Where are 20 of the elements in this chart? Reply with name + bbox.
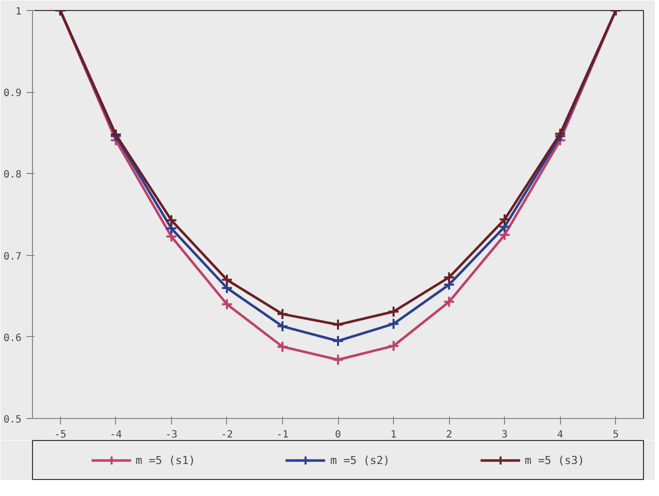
x-tick-label: 4 [557,430,564,440]
x-tick-label: 5 [612,430,619,440]
x-tick-label: -4 [110,430,122,440]
x-tick-label: -1 [276,430,288,440]
x-tick-label: 0 [334,430,342,440]
y-tick-label: 0.6 [3,332,22,344]
legend-label: m =5 (s1) [136,454,196,466]
x-tick-label: 1 [390,430,397,440]
x-tick-label: 2 [446,430,452,440]
y-tick-label: 0.7 [3,251,22,262]
x-tick-label: -3 [165,430,178,440]
y-tick-label: 1 [15,6,22,18]
x-tick-label: -2 [220,430,233,440]
y-tick-label: 0.9 [3,88,22,100]
legend-label: m =5 (s2) [330,454,390,466]
y-tick-label: 0.8 [3,170,22,181]
x-tick-label: 3 [502,430,508,440]
x-tick-label: -5 [54,430,66,440]
y-tick-label: 0.5 [3,414,22,426]
legend-label: m =5 (s3) [524,454,584,466]
